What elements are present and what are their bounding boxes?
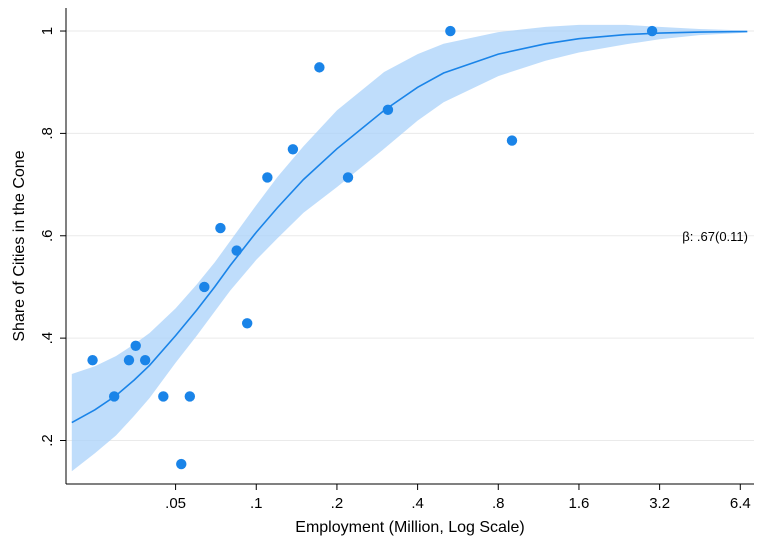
data-point xyxy=(158,391,169,402)
confidence-band xyxy=(71,24,748,472)
data-point xyxy=(87,354,98,366)
data-point xyxy=(199,281,210,293)
data-point xyxy=(445,25,456,37)
y-tick-label: .8 xyxy=(39,127,56,140)
x-tick-label: 6.4 xyxy=(730,495,751,512)
data-point xyxy=(506,135,518,146)
data-point xyxy=(123,354,135,366)
fit-line xyxy=(71,30,748,424)
x-tick-label: 3.2 xyxy=(649,495,670,512)
beta-annotation: β: .67(0.11) xyxy=(682,229,748,244)
data-point xyxy=(130,340,141,352)
data-point xyxy=(108,391,120,402)
data-point xyxy=(139,354,151,366)
data-point xyxy=(314,62,325,73)
y-axis-title: Share of Cities in the Cone xyxy=(11,150,28,341)
x-axis-ticks: .05 .1 .2 .4 .8 1.6 3.2 6.4 xyxy=(165,484,751,512)
data-point xyxy=(241,318,253,329)
y-tick-label: 1 xyxy=(39,27,56,35)
data-point xyxy=(382,104,394,116)
x-axis-title: Employment (Million, Log Scale) xyxy=(295,519,524,536)
data-points xyxy=(87,25,658,470)
x-tick-label: 1.6 xyxy=(569,495,590,512)
y-tick-label: .2 xyxy=(39,434,56,447)
x-tick-label: .2 xyxy=(331,495,344,512)
x-tick-label: .8 xyxy=(492,495,505,512)
data-point xyxy=(342,172,354,183)
x-tick-label: .4 xyxy=(411,495,424,512)
y-tick-label: .6 xyxy=(39,230,56,243)
data-point xyxy=(215,222,226,234)
x-tick-label: .1 xyxy=(250,495,263,512)
y-axis-ticks: .2 .4 .6 .8 1 xyxy=(39,27,66,447)
data-point xyxy=(262,172,273,183)
data-point xyxy=(184,391,196,402)
y-tick-label: .4 xyxy=(39,332,56,345)
x-tick-label: .05 xyxy=(165,495,186,512)
data-point xyxy=(176,458,187,470)
data-point xyxy=(287,144,299,155)
data-point xyxy=(231,245,242,256)
data-point xyxy=(646,25,658,37)
